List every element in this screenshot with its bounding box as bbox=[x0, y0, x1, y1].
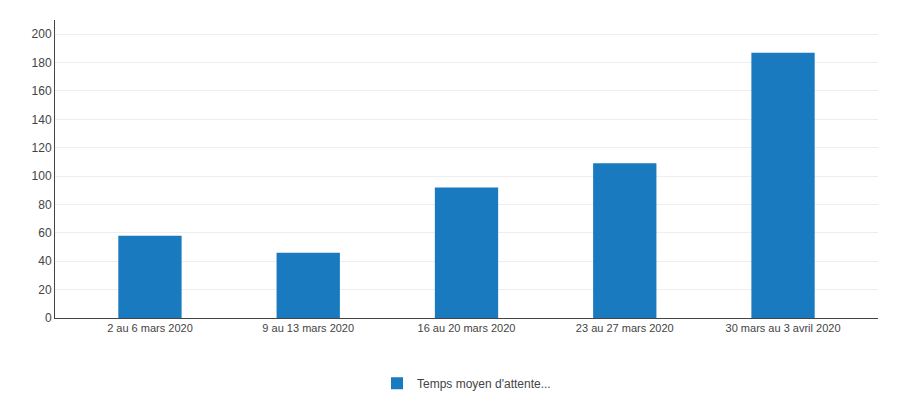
svg-text:0: 0 bbox=[45, 311, 52, 325]
svg-text:180: 180 bbox=[32, 56, 52, 70]
svg-text:Temps moyen d'attente...: Temps moyen d'attente... bbox=[417, 377, 551, 391]
svg-text:80: 80 bbox=[38, 198, 52, 212]
svg-text:2 au 6 mars 2020: 2 au 6 mars 2020 bbox=[107, 322, 193, 334]
svg-text:160: 160 bbox=[32, 84, 52, 98]
svg-text:100: 100 bbox=[32, 169, 52, 183]
svg-text:30 mars au 3 avril 2020: 30 mars au 3 avril 2020 bbox=[726, 322, 841, 334]
svg-text:60: 60 bbox=[38, 226, 52, 240]
svg-text:23 au 27 mars 2020: 23 au 27 mars 2020 bbox=[576, 322, 674, 334]
svg-text:16 au 20 mars 2020: 16 au 20 mars 2020 bbox=[418, 322, 516, 334]
svg-text:20: 20 bbox=[38, 283, 52, 297]
svg-text:9 au 13 mars 2020: 9 au 13 mars 2020 bbox=[262, 322, 354, 334]
svg-text:120: 120 bbox=[32, 141, 52, 155]
svg-text:140: 140 bbox=[32, 113, 52, 127]
svg-text:40: 40 bbox=[38, 254, 52, 268]
svg-text:200: 200 bbox=[32, 27, 52, 41]
